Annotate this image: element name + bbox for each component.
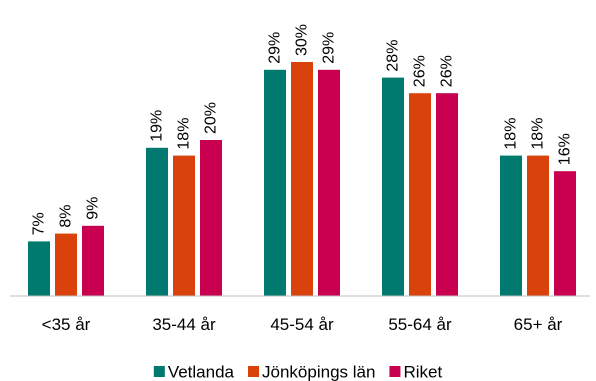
data-label: 29% (267, 32, 284, 64)
x-tick-label: <35 år (42, 315, 91, 334)
legend-item: Jönköpings län (248, 363, 375, 381)
x-tick-label: 35-44 år (152, 315, 216, 334)
data-label: 29% (321, 32, 338, 64)
bar (436, 93, 458, 296)
bars-layer (28, 62, 576, 296)
bar (28, 241, 50, 296)
bar (409, 93, 431, 296)
bar (318, 69, 340, 296)
x-tick-label: 65+ år (514, 315, 563, 334)
legend-label: Riket (403, 363, 442, 381)
data-label: 18% (503, 118, 520, 150)
x-tick-label: 45-54 år (270, 315, 334, 334)
bar (500, 155, 522, 296)
data-label: 28% (385, 40, 402, 72)
data-label: 30% (294, 24, 311, 56)
legend-swatch (389, 366, 401, 377)
bar (527, 155, 549, 296)
data-label: 18% (530, 118, 547, 150)
data-label: 26% (439, 55, 456, 87)
bar (55, 233, 77, 296)
legend-swatch (248, 366, 260, 377)
bar (291, 62, 313, 296)
data-label: 26% (412, 55, 429, 87)
data-label: 20% (203, 102, 220, 134)
data-label: 8% (58, 204, 75, 227)
data-labels-layer: 7% 8% 9% 19% 18% 20% 29% 30% 29% 28% 26% 26% 18% 18% 1… (31, 24, 574, 235)
bar (554, 171, 576, 296)
legend-item: Vetlanda (153, 363, 235, 381)
bar (173, 155, 195, 296)
bar (146, 147, 168, 296)
bar (264, 69, 286, 296)
legend-swatch (153, 366, 165, 377)
legend-label: Vetlanda (168, 363, 235, 381)
data-label: 16% (557, 133, 574, 165)
data-label: 18% (176, 118, 193, 150)
bar (82, 225, 104, 296)
x-tick-label: 55-64 år (388, 315, 452, 334)
legend: Vetlanda Jönköpings län Riket (153, 363, 442, 381)
x-tick-labels: <35 år 35-44 år 45-54 år 55-64 år 65+ år (42, 315, 563, 334)
legend-item: Riket (389, 363, 442, 381)
data-label: 19% (149, 110, 166, 142)
data-label: 7% (31, 212, 48, 235)
bar (382, 77, 404, 296)
bar (200, 140, 222, 296)
data-label: 9% (85, 197, 102, 220)
legend-label: Jönköpings län (262, 363, 375, 381)
